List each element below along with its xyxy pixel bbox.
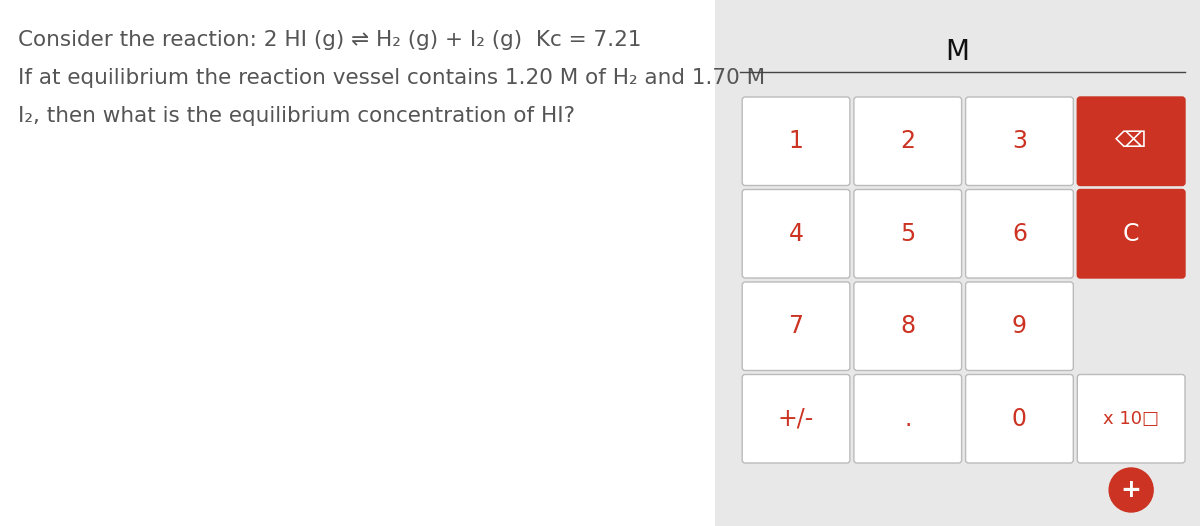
Text: If at equilibrium the reaction vessel contains 1.20 M of H₂ and 1.70 M: If at equilibrium the reaction vessel co…	[18, 68, 766, 88]
FancyBboxPatch shape	[854, 282, 961, 370]
Text: Consider the reaction: 2 HI (g) ⇌ H₂ (g) + I₂ (g)  Kc = 7.21: Consider the reaction: 2 HI (g) ⇌ H₂ (g)…	[18, 30, 642, 50]
Text: 5: 5	[900, 222, 916, 246]
FancyBboxPatch shape	[742, 97, 850, 186]
Bar	[0, 0, 715, 526]
Text: +: +	[1121, 478, 1141, 502]
FancyBboxPatch shape	[854, 375, 961, 463]
Text: 9: 9	[1012, 314, 1027, 338]
Text: 6: 6	[1012, 222, 1027, 246]
FancyBboxPatch shape	[742, 282, 850, 370]
FancyBboxPatch shape	[966, 375, 1073, 463]
Text: C: C	[1123, 222, 1139, 246]
FancyBboxPatch shape	[1078, 97, 1186, 186]
FancyBboxPatch shape	[854, 189, 961, 278]
Text: .: .	[904, 407, 912, 431]
FancyBboxPatch shape	[854, 97, 961, 186]
Text: 0: 0	[1012, 407, 1027, 431]
Bar	[715, 0, 1200, 526]
FancyBboxPatch shape	[966, 189, 1073, 278]
Text: ⌫: ⌫	[1116, 132, 1147, 151]
Text: 4: 4	[788, 222, 804, 246]
FancyBboxPatch shape	[1078, 189, 1186, 278]
FancyBboxPatch shape	[966, 97, 1073, 186]
Text: 2: 2	[900, 129, 916, 153]
Text: M: M	[946, 38, 970, 66]
FancyBboxPatch shape	[1078, 375, 1186, 463]
Text: 8: 8	[900, 314, 916, 338]
Text: 3: 3	[1012, 129, 1027, 153]
Text: I₂, then what is the equilibrium concentration of HI?: I₂, then what is the equilibrium concent…	[18, 106, 575, 126]
Text: 7: 7	[788, 314, 804, 338]
Text: 1: 1	[788, 129, 804, 153]
Text: x 10□: x 10□	[1103, 410, 1159, 428]
Text: +/-: +/-	[778, 407, 814, 431]
Circle shape	[1109, 468, 1153, 512]
FancyBboxPatch shape	[742, 375, 850, 463]
FancyBboxPatch shape	[966, 282, 1073, 370]
FancyBboxPatch shape	[742, 189, 850, 278]
